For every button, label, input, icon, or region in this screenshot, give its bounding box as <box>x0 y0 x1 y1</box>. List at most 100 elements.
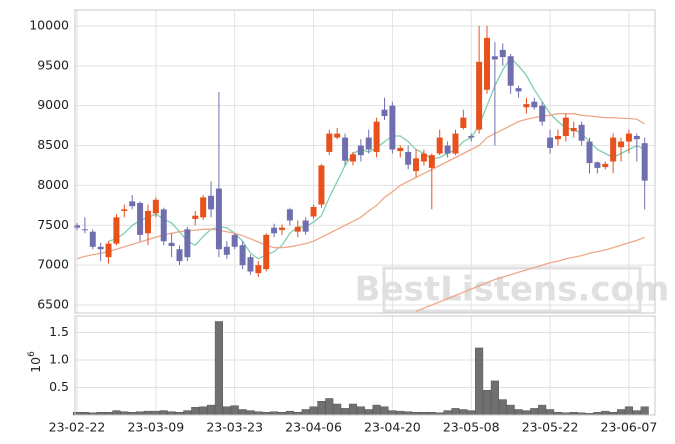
volume-grid <box>75 316 655 415</box>
x-tick-label: 23-02-22 <box>49 420 106 435</box>
volume-bar <box>475 347 484 416</box>
candle-body <box>554 135 561 140</box>
candle-body <box>255 265 262 274</box>
candle-body <box>74 225 80 228</box>
candle-body <box>263 234 270 270</box>
candle-body <box>279 227 285 231</box>
candle-body <box>302 220 309 232</box>
candle-body <box>491 56 498 60</box>
candle-body <box>625 133 632 142</box>
candle-body <box>594 162 601 168</box>
candle-body <box>484 37 490 90</box>
candle-body <box>578 124 585 141</box>
candle-body <box>208 195 215 210</box>
ma-line <box>415 236 645 313</box>
volume-bar <box>640 406 649 416</box>
price-frame <box>74 9 656 314</box>
candles <box>74 25 648 278</box>
watermark-frame <box>382 266 642 313</box>
x-tick-label: 23-05-08 <box>443 420 500 435</box>
volume-bar <box>632 410 641 416</box>
x-tick-label: 23-04-20 <box>364 420 421 435</box>
candle-body <box>633 135 640 140</box>
volume-bar <box>143 410 153 416</box>
candle-body <box>168 242 175 247</box>
volume-bar <box>522 410 531 416</box>
volume-frame <box>74 315 656 416</box>
candle-body <box>397 147 404 152</box>
y-tick-label: 7500 <box>37 217 69 232</box>
candle-body <box>129 201 136 207</box>
volume-bar <box>624 406 633 416</box>
volume-bar <box>372 404 381 416</box>
y-tick-label: 10000 <box>29 17 69 32</box>
volume-bar <box>601 410 610 416</box>
volume-bar <box>538 404 547 416</box>
volume-bar <box>191 407 200 416</box>
volume-bar <box>301 409 310 416</box>
x-tick-label: 23-03-09 <box>127 420 184 435</box>
volume-bar <box>230 405 239 416</box>
volume-bar <box>490 380 499 416</box>
volume-bar <box>616 409 626 416</box>
y-tick-label: 8500 <box>37 137 69 152</box>
candle-body <box>468 135 475 138</box>
candle-body <box>215 188 222 250</box>
candle-body <box>499 49 506 58</box>
candle-body <box>137 202 144 235</box>
volume-bar <box>246 410 255 416</box>
candle-body <box>271 227 278 234</box>
candle-body <box>247 257 254 272</box>
candle-body <box>389 105 396 150</box>
axis-labels: 6500 7000 7500 8000 8500 9000 9500 10000 0.5 1.0 1… <box>29 17 657 434</box>
candle-body <box>436 137 443 154</box>
volume-bar <box>238 409 247 416</box>
candle-body <box>184 229 191 258</box>
volume-bar <box>159 410 168 416</box>
x-tick-label: 23-03-23 <box>206 420 263 435</box>
candle-body <box>97 246 104 250</box>
watermark: BestListens.com <box>355 270 670 310</box>
x-tick-label: 23-04-06 <box>285 420 342 435</box>
candle-body <box>547 137 554 148</box>
candle-body <box>342 137 349 161</box>
volume-bar <box>498 399 507 416</box>
volume-bar <box>380 406 389 416</box>
volume-bar <box>112 410 121 416</box>
y-tick-label: 6500 <box>37 297 69 312</box>
volume-bar <box>309 406 318 416</box>
candle-body <box>239 245 246 266</box>
candle-body <box>200 197 207 218</box>
y-tick-label: 1.5 <box>49 324 69 339</box>
candle-body <box>618 141 625 148</box>
candle-body <box>105 243 112 258</box>
candle-body <box>562 117 569 136</box>
candle-body <box>357 145 364 156</box>
volume-bar <box>506 404 515 416</box>
volume-axis-label: 106 <box>27 351 43 373</box>
candle-body <box>515 88 522 92</box>
candle-body <box>89 231 96 247</box>
volume-bar <box>206 404 216 416</box>
volume-bar <box>451 408 460 416</box>
volume-bar <box>348 403 358 416</box>
candle-body <box>310 206 317 217</box>
volume-bar <box>317 401 326 416</box>
volume-bar <box>530 408 539 416</box>
volume-bar <box>443 410 452 416</box>
candle-body <box>294 226 301 232</box>
candle-body <box>570 128 577 132</box>
candle-body <box>444 145 451 154</box>
candle-body <box>460 117 467 129</box>
candle-body <box>586 141 593 164</box>
candle-body <box>523 104 530 108</box>
volume-bar <box>341 408 350 416</box>
candle-body <box>602 163 609 168</box>
candle-body <box>286 209 293 221</box>
candle-body <box>144 210 151 234</box>
y-tick-label: 0.5 <box>49 379 69 394</box>
volume-bar <box>356 406 365 416</box>
candle-body <box>318 165 325 205</box>
